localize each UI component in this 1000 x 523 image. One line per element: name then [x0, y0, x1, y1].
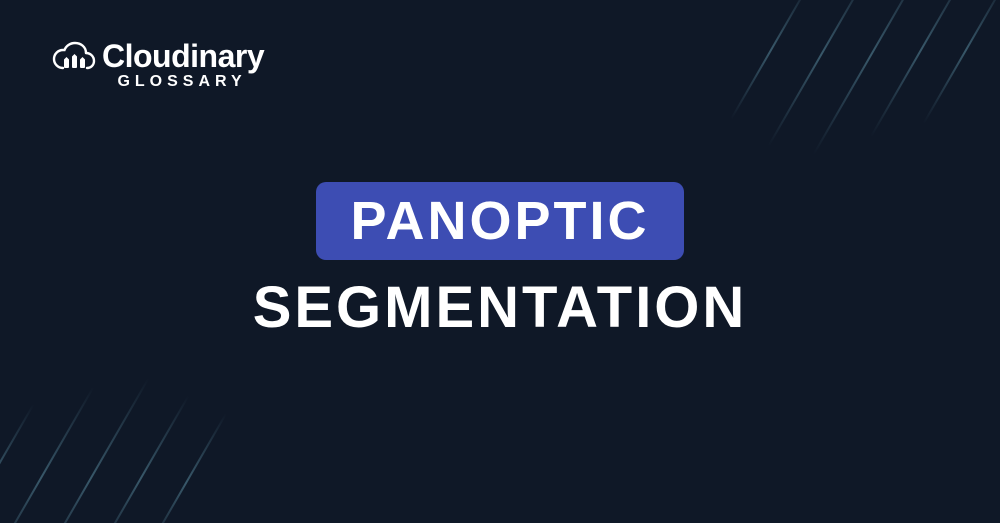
title-pill: PANOPTIC [316, 182, 683, 260]
title-block: PANOPTIC SEGMENTATION [0, 0, 1000, 523]
title-line2: SEGMENTATION [253, 274, 748, 341]
glossary-card: Cloudinary GLOSSARY PANOPTIC SEGMENTATIO… [0, 0, 1000, 523]
